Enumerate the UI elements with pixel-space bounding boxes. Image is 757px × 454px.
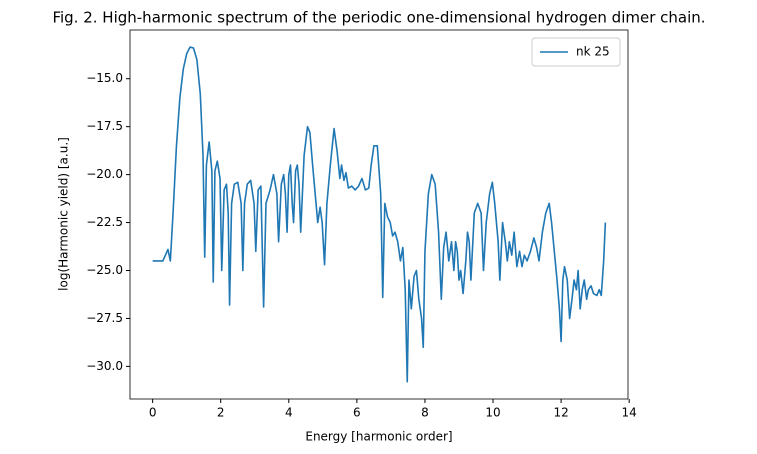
y-tick-label: −22.5 bbox=[86, 215, 123, 229]
x-tick-label: 8 bbox=[421, 406, 429, 420]
x-tick-label: 0 bbox=[149, 406, 157, 420]
x-tick-label: 12 bbox=[553, 406, 568, 420]
plot-frame bbox=[129, 29, 629, 400]
x-tick-label: 6 bbox=[353, 406, 361, 420]
chart-title: Fig. 2. High-harmonic spectrum of the pe… bbox=[52, 9, 705, 27]
x-tick-label: 4 bbox=[285, 406, 293, 420]
y-tick-label: −15.0 bbox=[86, 71, 123, 85]
legend-box bbox=[531, 37, 621, 67]
y-tick-label: −30.0 bbox=[86, 359, 123, 373]
x-axis-label: Energy [harmonic order] bbox=[305, 430, 452, 444]
data-line bbox=[152, 46, 607, 383]
x-tick-label: 2 bbox=[217, 406, 225, 420]
legend-label: nk 25 bbox=[576, 45, 610, 59]
y-tick-label: −25.0 bbox=[86, 263, 123, 277]
x-tick-label: 10 bbox=[485, 406, 500, 420]
y-axis-label: log(Harmonic yield) [a.u.] bbox=[57, 137, 71, 291]
y-tick-label: −20.0 bbox=[86, 167, 123, 181]
y-tick-label: −17.5 bbox=[86, 119, 123, 133]
y-tick-label: −27.5 bbox=[86, 311, 123, 325]
x-tick-label: 14 bbox=[622, 406, 637, 420]
